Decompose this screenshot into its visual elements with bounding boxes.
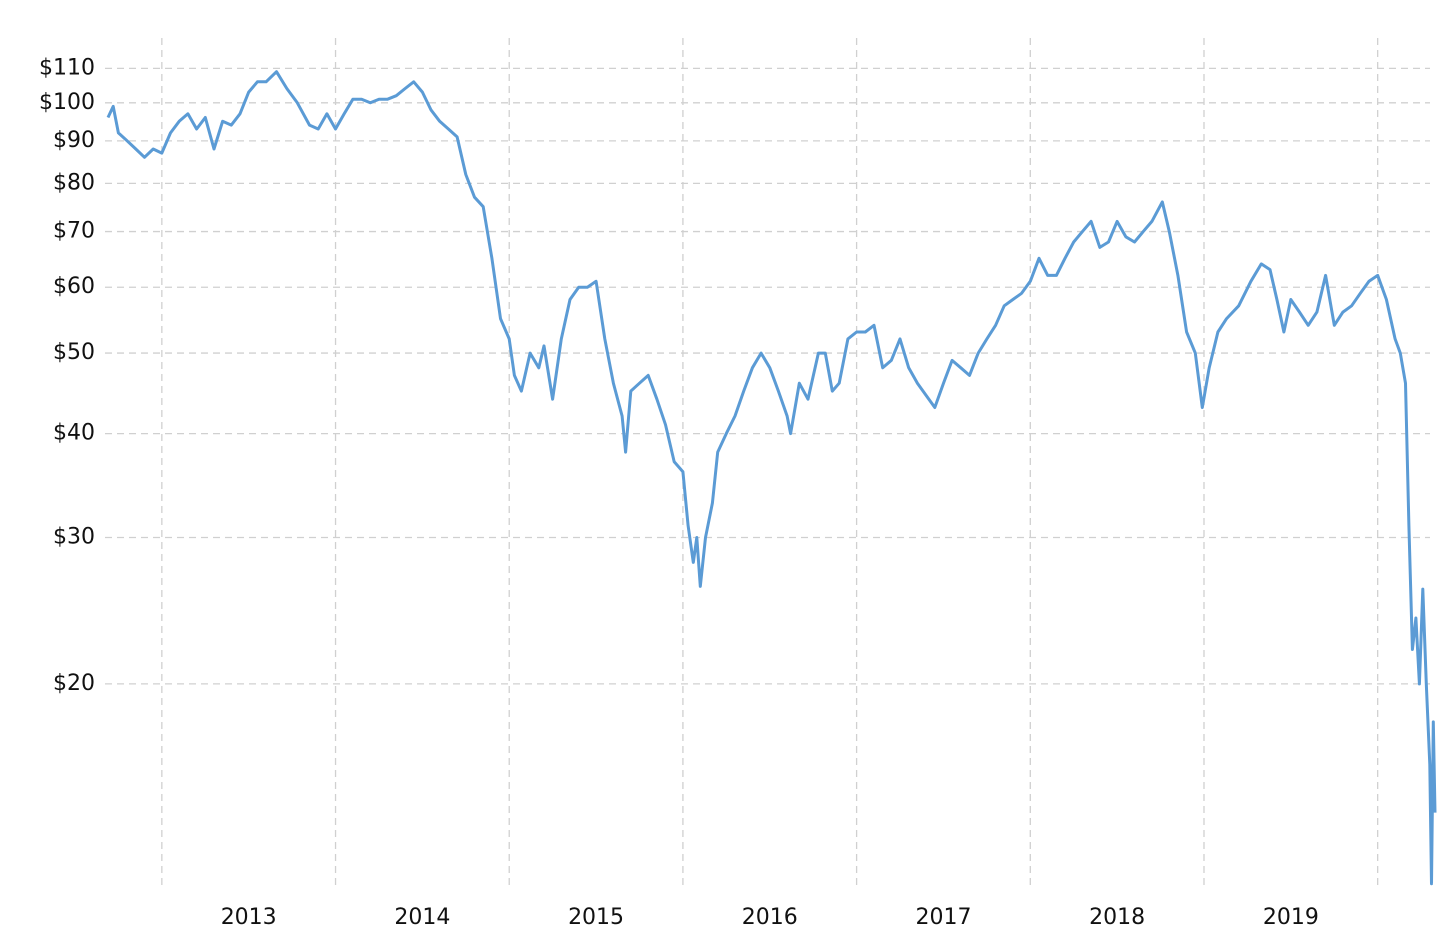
y-tick-label: $20 xyxy=(53,671,95,696)
y-tick-label: $50 xyxy=(53,340,95,365)
x-tick-label: 2019 xyxy=(1263,905,1319,930)
x-tick-label: 2016 xyxy=(742,905,798,930)
x-tick-label: 2015 xyxy=(568,905,624,930)
price-line xyxy=(106,70,1437,886)
y-tick-label: $110 xyxy=(39,55,95,80)
x-tick-label: 2014 xyxy=(394,905,450,930)
y-tick-label: $90 xyxy=(53,128,95,153)
y-tick-label: $100 xyxy=(39,90,95,115)
y-tick-label: $30 xyxy=(53,524,95,549)
x-tick-label: 2013 xyxy=(221,905,277,930)
y-tick-label: $60 xyxy=(53,274,95,299)
x-tick-label: 2017 xyxy=(915,905,971,930)
y-tick-label: $80 xyxy=(53,170,95,195)
x-tick-label: 2018 xyxy=(1089,905,1145,930)
y-tick-label: $40 xyxy=(53,421,95,446)
y-tick-label: $70 xyxy=(53,219,95,244)
